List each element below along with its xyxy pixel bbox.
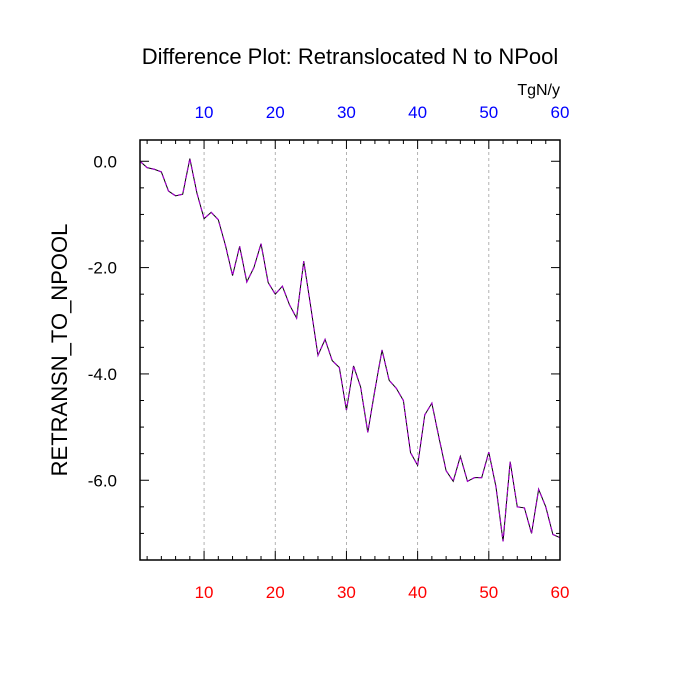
x-tick-label-top: 60 [551,103,570,122]
x-tick-label-top: 10 [195,103,214,122]
x-tick-label-top: 20 [266,103,285,122]
data-lines [139,158,561,542]
chart-title: Difference Plot: Retranslocated N to NPo… [142,44,559,69]
x-tick-label-bottom: 40 [408,583,427,602]
x-tick-label-bottom: 30 [337,583,356,602]
x-tick-label-bottom: 60 [551,583,570,602]
x-tick-label-bottom: 20 [266,583,285,602]
y-tick-label: -2.0 [88,259,117,278]
y-tick-label: -6.0 [88,471,117,490]
y-axis-label: RETRANSN_TO_NPOOL [47,224,72,477]
plot-frame [139,139,561,561]
y-tick-label: -4.0 [88,365,117,384]
y-tick-label: 0.0 [93,152,117,171]
units-label: TgN/y [517,82,560,99]
tick-labels: 10 10 20 20 30 30 40 40 50 50 60 60 0.0 -2.0 -4.0 -6.0 [88,103,570,602]
series-line-dashed [139,158,561,542]
x-tick-label-bottom: 10 [195,583,214,602]
x-tick-label-bottom: 50 [479,583,498,602]
x-tick-label-top: 40 [408,103,427,122]
x-tick-label-top: 30 [337,103,356,122]
x-tick-label-top: 50 [479,103,498,122]
